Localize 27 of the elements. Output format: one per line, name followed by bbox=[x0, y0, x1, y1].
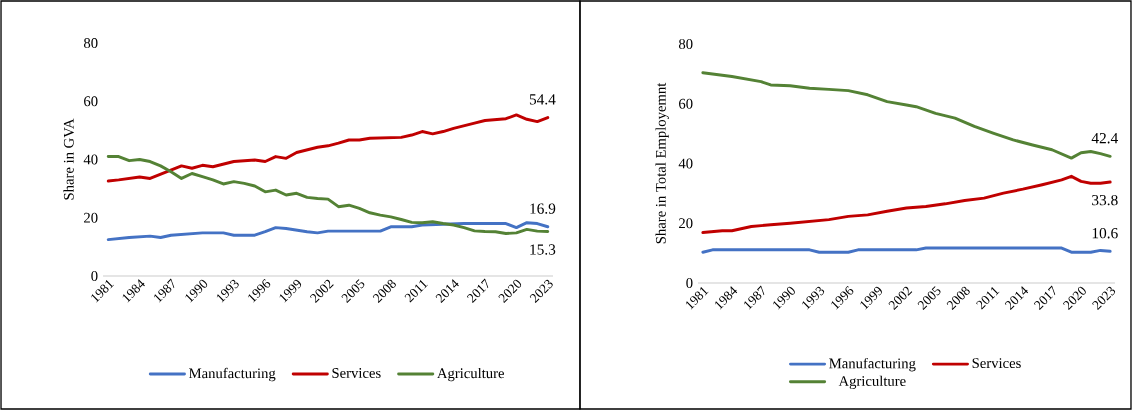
y-axis-title: Share in GVA bbox=[63, 118, 74, 200]
data-label: 10.6 bbox=[1092, 227, 1118, 239]
y-tick-label: 60 bbox=[679, 98, 693, 109]
y-tick-label: 40 bbox=[83, 154, 98, 165]
legend-label: Manufacturing bbox=[829, 357, 916, 372]
data-label: 16.9 bbox=[530, 203, 556, 214]
y-tick-label: 80 bbox=[678, 39, 693, 49]
data-label: 42.4 bbox=[1091, 133, 1118, 144]
y-tick-label: 20 bbox=[84, 212, 98, 223]
y-tick-label: 20 bbox=[679, 218, 693, 229]
legend-label: Services bbox=[972, 358, 1021, 369]
y-tick-label: 40 bbox=[678, 158, 693, 169]
data-label: 54.4 bbox=[529, 94, 556, 105]
line-series bbox=[106, 221, 550, 242]
y-tick-label: 0 bbox=[686, 278, 693, 288]
y-axis-title: Share in Total Employemnt bbox=[655, 82, 669, 244]
legend-label: Agriculture bbox=[838, 375, 906, 389]
legend-label: Agriculture bbox=[437, 367, 504, 382]
data-label: 33.8 bbox=[1092, 194, 1118, 206]
legend-label: Services bbox=[332, 368, 381, 378]
legend-label: Manufacturing bbox=[189, 367, 276, 382]
x-tick-label: 1999 bbox=[279, 279, 302, 303]
data-label: 15.3 bbox=[530, 244, 556, 255]
line-series bbox=[106, 113, 550, 183]
y-tick-label: 0 bbox=[91, 271, 98, 281]
y-tick-label: 60 bbox=[84, 96, 98, 107]
y-tick-label: 80 bbox=[83, 38, 98, 48]
